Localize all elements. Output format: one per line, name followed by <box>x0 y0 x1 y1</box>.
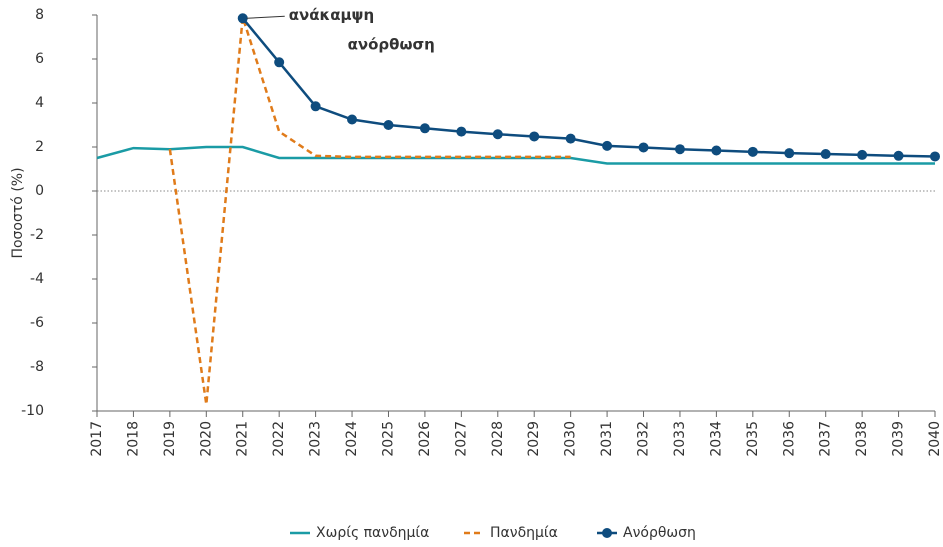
x-tick-label: 2034 <box>708 421 724 457</box>
annotation: ανάκαμψη <box>289 6 374 24</box>
series-marker <box>492 129 503 140</box>
series-marker <box>711 145 722 156</box>
x-tick-label: 2037 <box>818 421 834 457</box>
x-tick-label: 2031 <box>599 421 615 457</box>
legend-label: Πανδημία <box>490 525 558 541</box>
y-tick-label: 6 <box>35 51 44 67</box>
series-marker <box>274 57 285 68</box>
y-tick-label: -2 <box>30 227 44 243</box>
y-tick-label: 4 <box>35 95 44 111</box>
series-marker <box>893 150 904 161</box>
legend-item: Ανόρθωση <box>597 525 696 541</box>
legend-label: Χωρίς πανδημία <box>316 525 429 541</box>
series-marker <box>310 101 321 112</box>
x-tick-label: 2021 <box>235 421 251 457</box>
series-marker <box>930 151 940 162</box>
series-line <box>241 17 936 158</box>
x-tick-label: 2038 <box>854 421 870 457</box>
x-tick-label: 2027 <box>453 421 469 457</box>
x-tick-label: 2028 <box>490 421 506 457</box>
series-marker <box>529 131 540 142</box>
x-tick-label: 2019 <box>162 421 178 457</box>
annotation-leader <box>246 15 285 19</box>
series-marker <box>237 13 248 24</box>
legend-marker <box>602 528 612 538</box>
series-marker <box>565 133 576 144</box>
series-line <box>168 16 571 405</box>
x-tick-label: 2025 <box>380 421 396 457</box>
x-tick-label: 2040 <box>927 421 943 457</box>
x-tick-label: 2024 <box>344 421 360 457</box>
series-marker <box>419 123 430 134</box>
legend-item: Πανδημία <box>464 525 558 541</box>
y-tick-label: -8 <box>30 359 44 375</box>
x-tick-label: 2022 <box>271 421 287 457</box>
x-tick-label: 2023 <box>308 421 324 457</box>
y-axis-label: Ποσοστό (%) <box>10 167 26 258</box>
x-tick-label: 2035 <box>745 421 761 457</box>
x-tick-label: 2039 <box>891 421 907 457</box>
series-marker <box>456 126 467 137</box>
x-tick-label: 2032 <box>636 421 652 457</box>
x-tick-label: 2030 <box>563 421 579 457</box>
y-tick-label: -10 <box>21 403 44 419</box>
series-marker <box>820 149 831 160</box>
y-tick-label: 8 <box>35 7 44 23</box>
series-marker <box>747 146 758 157</box>
series-marker <box>347 114 358 125</box>
x-tick-label: 2036 <box>781 421 797 457</box>
series-marker <box>638 142 649 153</box>
series-marker <box>784 148 795 159</box>
series-marker <box>602 140 613 151</box>
y-tick-label: -4 <box>30 271 44 287</box>
series-marker <box>857 149 868 160</box>
y-tick-label: 2 <box>35 139 44 155</box>
series-marker <box>674 144 685 155</box>
legend-item: Χωρίς πανδημία <box>290 525 429 541</box>
annotation: ανόρθωση <box>348 36 435 54</box>
x-tick-label: 2018 <box>125 421 141 457</box>
legend-label: Ανόρθωση <box>623 525 696 541</box>
series-marker <box>383 120 394 130</box>
y-tick-label: 0 <box>35 183 44 199</box>
x-tick-label: 2033 <box>672 421 688 457</box>
x-tick-label: 2029 <box>526 421 542 457</box>
x-tick-label: 2026 <box>417 421 433 457</box>
y-tick-label: -6 <box>30 315 44 331</box>
x-tick-label: 2017 <box>89 421 105 457</box>
x-tick-label: 2020 <box>198 421 214 457</box>
series-line <box>96 145 935 165</box>
